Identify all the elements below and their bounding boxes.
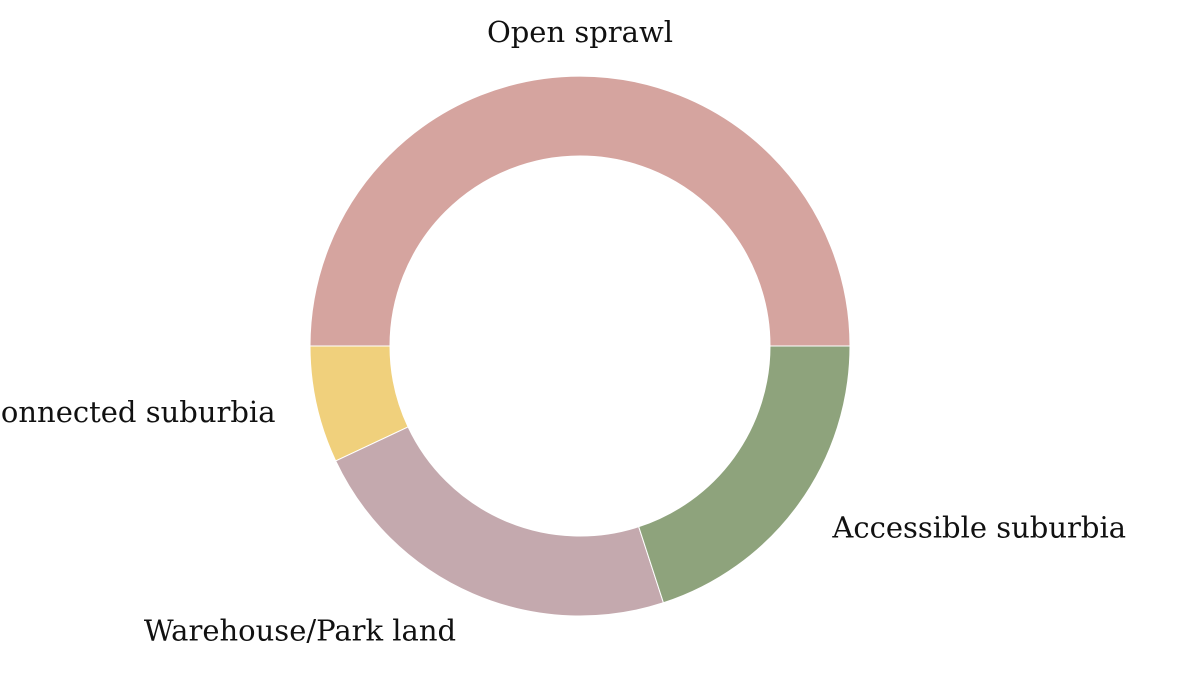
label-warehouse-park-land: Warehouse/Park land [144, 613, 456, 647]
label-accessible-suburbia: Accessible suburbia [831, 510, 1126, 544]
slice-open-sprawl [309, 75, 851, 347]
donut-slices [309, 75, 851, 617]
label-disconnected-suburbia: Disconnected suburbia [0, 395, 276, 429]
slice-labels: Open sprawl Disconnected suburbia Warehous… [0, 15, 1126, 647]
label-open-sprawl: Open sprawl [487, 15, 673, 49]
slice-warehouse-park-land [335, 426, 665, 617]
slice-accessible-suburbia [638, 345, 851, 604]
